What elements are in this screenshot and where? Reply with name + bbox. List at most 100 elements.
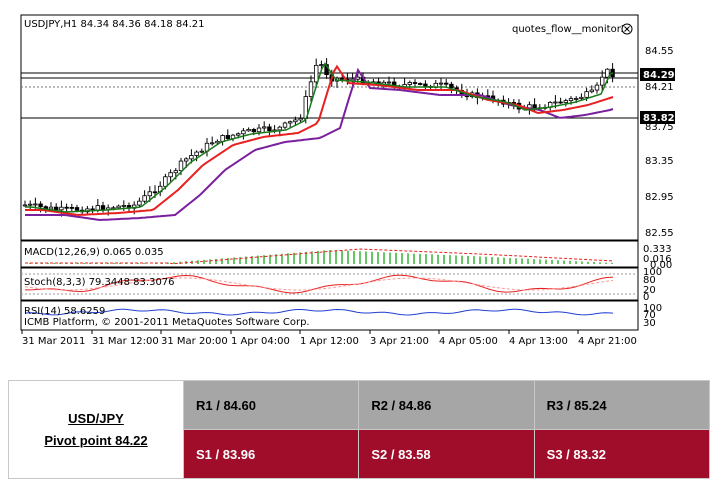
candle-body — [116, 205, 121, 209]
candle-body — [579, 96, 584, 99]
candle-body — [282, 122, 288, 128]
r3-cell: R3 / 85.24 — [533, 380, 711, 430]
candle-body — [574, 98, 579, 100]
candle-body — [443, 82, 449, 85]
candle-body — [423, 83, 428, 87]
ma-mid-line — [25, 64, 614, 216]
candle-body — [594, 84, 600, 91]
price-tick: 83.35 — [645, 156, 674, 167]
candle-body — [225, 135, 230, 139]
candle-body — [412, 82, 418, 84]
time-axis: 31 Mar 2011 31 Mar 12:00 31 Mar 20:00 1 Apr… — [21, 330, 637, 347]
pivot-table: USD/JPY Pivot point 84.22 R1 / 84.60 R2 … — [8, 380, 711, 479]
candle-body — [95, 205, 100, 211]
price-tick: 84.21 — [645, 82, 674, 93]
candle-body — [189, 155, 194, 160]
candle-body — [584, 91, 589, 98]
time-label: 31 Mar 20:00 — [161, 336, 228, 347]
candle-body — [27, 203, 33, 206]
candle-body — [90, 208, 95, 211]
candle-body — [558, 101, 563, 104]
candle-body — [267, 126, 272, 132]
stoch-signal-line — [24, 277, 614, 291]
chart-title: USDJPY,H1 84.34 84.36 84.18 84.21 — [24, 19, 205, 30]
time-label: 4 Apr 13:00 — [509, 336, 568, 347]
rsi-tick: 70 — [643, 310, 656, 321]
price-tick: 84.55 — [645, 46, 674, 57]
candle-body — [163, 176, 168, 187]
pivot-point-label: Pivot point 84.22 — [44, 432, 148, 448]
r1-cell: R1 / 84.60 — [182, 380, 360, 430]
macd-signal-line — [25, 248, 614, 265]
s3-cell: S3 / 83.32 — [533, 429, 711, 479]
candle-body — [183, 158, 189, 162]
candle-body — [152, 191, 158, 194]
ma-fast-line — [25, 62, 614, 213]
price-chart[interactable]: USDJPY,H1 84.34 84.36 84.18 84.21 quotes… — [0, 0, 717, 360]
close-indicator-icon[interactable] — [621, 23, 633, 35]
candle-body — [438, 82, 444, 85]
stoch-panel[interactable] — [20, 267, 639, 301]
macd-histogram — [29, 250, 613, 264]
time-label: 4 Apr 05:00 — [439, 336, 498, 347]
candle-body — [308, 81, 314, 97]
candle-body — [142, 195, 147, 202]
time-label: 1 Apr 12:00 — [300, 336, 359, 347]
candle-body — [69, 206, 74, 209]
price-tick: 83.75 — [645, 122, 674, 133]
candle-body — [215, 140, 220, 144]
stoch-tick: 0 — [643, 292, 649, 303]
candle-body — [137, 200, 142, 206]
macd-tick: 0.333 — [643, 244, 672, 255]
candle-body — [417, 83, 423, 85]
candle-body — [168, 172, 173, 178]
candle-body — [605, 68, 610, 78]
rsi-label: RSI(14) 58.6259 — [24, 306, 105, 317]
rsi-panel[interactable] — [20, 300, 639, 331]
candle-body — [38, 203, 43, 208]
stoch-tick: 20 — [643, 285, 656, 296]
price-tick: 82.55 — [645, 228, 674, 239]
candle-body — [313, 64, 319, 83]
s1-cell: S1 / 83.96 — [182, 429, 360, 479]
candle-body — [59, 206, 64, 211]
macd-tick: 0.00 — [650, 260, 672, 271]
candle-body — [407, 82, 412, 85]
macd-label: MACD(12,26,9) 0.065 0.035 — [24, 247, 164, 258]
candle-body — [74, 207, 80, 211]
rsi-line — [24, 308, 614, 316]
stoch-main-line — [25, 274, 614, 294]
time-label: 31 Mar 12:00 — [92, 336, 159, 347]
candle-body — [563, 100, 568, 103]
macd-tick: 0.016 — [643, 254, 672, 265]
rsi-tick: 30 — [643, 318, 656, 329]
candle-body — [173, 170, 178, 174]
price-tick: 82.95 — [645, 192, 674, 203]
candle-body — [532, 104, 537, 109]
candle-body — [64, 206, 69, 209]
current-price-label: 84.29 — [643, 70, 675, 81]
candle-body — [246, 129, 251, 132]
candle-body — [178, 160, 184, 172]
candle-body — [194, 151, 199, 156]
marked-level-label: 83.82 — [643, 113, 675, 124]
candle-body — [54, 206, 59, 211]
candle-body — [319, 64, 324, 66]
candle-body — [589, 89, 594, 93]
candle-body — [386, 81, 392, 84]
candle-body — [251, 129, 256, 133]
candle-body — [287, 121, 293, 124]
candle-body — [22, 204, 28, 207]
candle-body — [298, 118, 303, 121]
marked-level-tag — [640, 111, 675, 124]
candle-body — [199, 150, 204, 153]
candle-body — [553, 101, 558, 104]
time-label: 1 Apr 04:00 — [231, 336, 290, 347]
candle-body — [256, 127, 262, 133]
candle-body — [339, 77, 345, 80]
candle-body — [449, 83, 454, 89]
pair-label: USD/JPY — [68, 410, 124, 426]
candle-body — [48, 206, 54, 210]
stoch-tick: 80 — [643, 275, 656, 286]
stoch-label: Stoch(8,3,3) 79.3448 83.3076 — [24, 277, 175, 288]
